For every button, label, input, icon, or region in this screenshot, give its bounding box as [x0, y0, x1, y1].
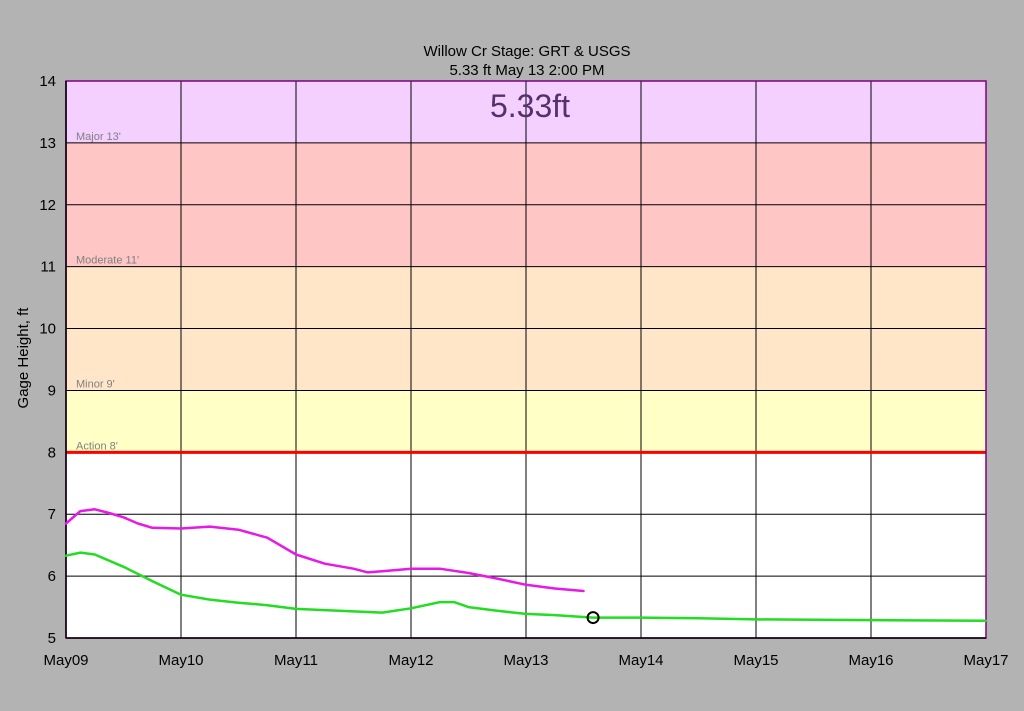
flood-band-label-moderate: Moderate 11': [76, 255, 139, 267]
chart-subtitle: 5.33 ft May 13 2:00 PM: [449, 62, 604, 79]
y-axis-label: Gage Height, ft: [15, 307, 32, 409]
x-tick-label: May11: [274, 652, 318, 669]
y-tick-label: 14: [39, 73, 56, 90]
y-tick-label: 11: [40, 259, 56, 276]
x-tick-label: May15: [733, 652, 778, 669]
chart-title: Willow Cr Stage: GRT & USGS: [424, 43, 631, 60]
plot-area: Action 8' Minor 9' Moderate 11' Major 13' 5 6…: [39, 73, 1008, 669]
y-tick-label: 6: [48, 568, 56, 585]
y-tick-label: 5: [48, 630, 56, 647]
y-tick-label: 12: [39, 197, 56, 214]
x-tick-label: May14: [618, 652, 663, 669]
current-value-label: 5.33ft: [490, 88, 570, 124]
y-tick-label: 13: [39, 135, 56, 152]
y-tick-label: 9: [48, 382, 56, 399]
series-line-2: [64, 551, 988, 622]
x-tick-label: May16: [848, 652, 893, 669]
y-tick-label: 10: [39, 321, 56, 338]
y-tick-label: 8: [48, 444, 56, 461]
x-tick-label: May12: [388, 652, 433, 669]
x-tick-label: May13: [503, 652, 548, 669]
flood-band-label-minor: Minor 9': [76, 378, 115, 390]
flood-band-label-action: Action 8': [76, 440, 118, 452]
current-reading-marker: [586, 611, 600, 625]
y-tick-label: 7: [48, 506, 56, 523]
series-line-1: [64, 508, 585, 593]
x-tick-label: May10: [158, 652, 203, 669]
x-tick-label: May09: [43, 652, 88, 669]
x-tick-label: May17: [963, 652, 1008, 669]
flood-band-label-major: Major 13': [76, 131, 121, 143]
